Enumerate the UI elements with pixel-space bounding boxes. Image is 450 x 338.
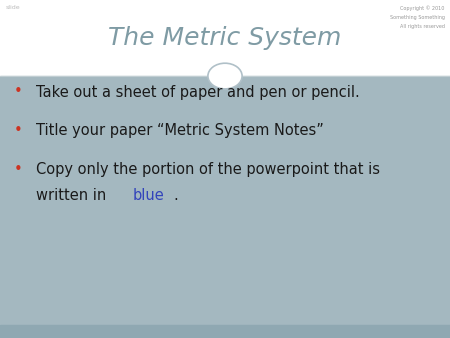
Text: blue: blue — [133, 188, 164, 202]
Text: Title your paper “Metric System Notes”: Title your paper “Metric System Notes” — [36, 123, 324, 138]
Bar — [0, 325, 450, 338]
Bar — [0, 76, 450, 325]
Bar — [0, 0, 450, 76]
Text: Copyright © 2010: Copyright © 2010 — [400, 5, 445, 11]
Text: Copy only the portion of the powerpoint that is: Copy only the portion of the powerpoint … — [36, 162, 380, 177]
Text: .: . — [174, 188, 178, 202]
Text: The Metric System: The Metric System — [108, 26, 342, 50]
Text: slide: slide — [5, 5, 20, 10]
Circle shape — [208, 63, 242, 89]
Text: •: • — [14, 123, 22, 138]
Text: Something Something: Something Something — [390, 15, 445, 20]
Text: Take out a sheet of paper and pen or pencil.: Take out a sheet of paper and pen or pen… — [36, 84, 360, 99]
Text: •: • — [14, 84, 22, 99]
Text: •: • — [14, 162, 22, 177]
Text: written in: written in — [36, 188, 111, 202]
Text: All rights reserved: All rights reserved — [400, 24, 445, 29]
